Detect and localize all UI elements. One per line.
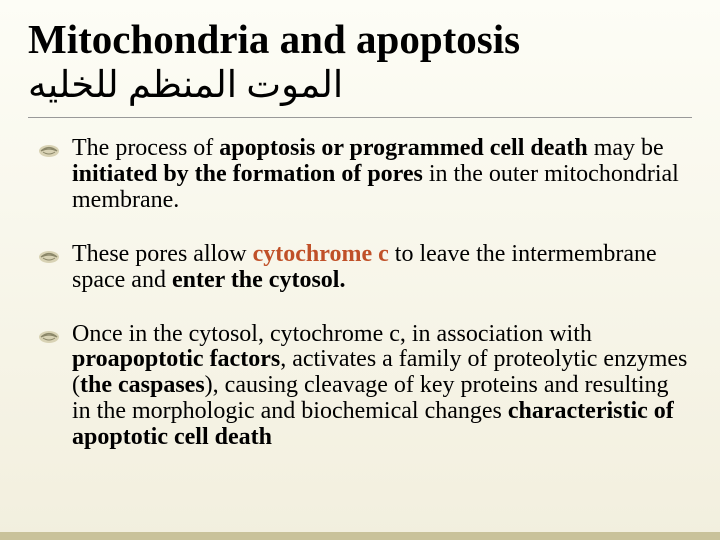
- swirl-bullet-icon: [38, 144, 60, 158]
- list-item: These pores allow cytochrome c to leave …: [28, 242, 692, 294]
- bullet-text: These pores allow cytochrome c to leave …: [72, 241, 657, 293]
- slide-subtitle-arabic: الموت المنظم للخليه: [28, 63, 692, 107]
- bullet-text: Once in the cytosol, cytochrome c, in as…: [72, 321, 687, 451]
- slide-title: Mitochondria and apoptosis: [28, 18, 692, 61]
- swirl-bullet-icon: [38, 330, 60, 344]
- swirl-bullet-icon: [38, 250, 60, 264]
- bullet-list: The process of apoptosis or programmed c…: [28, 136, 692, 451]
- list-item: The process of apoptosis or programmed c…: [28, 136, 692, 214]
- slide-bottom-border: [0, 532, 720, 540]
- title-divider: [28, 117, 692, 118]
- list-item: Once in the cytosol, cytochrome c, in as…: [28, 322, 692, 452]
- bullet-text: The process of apoptosis or programmed c…: [72, 135, 679, 213]
